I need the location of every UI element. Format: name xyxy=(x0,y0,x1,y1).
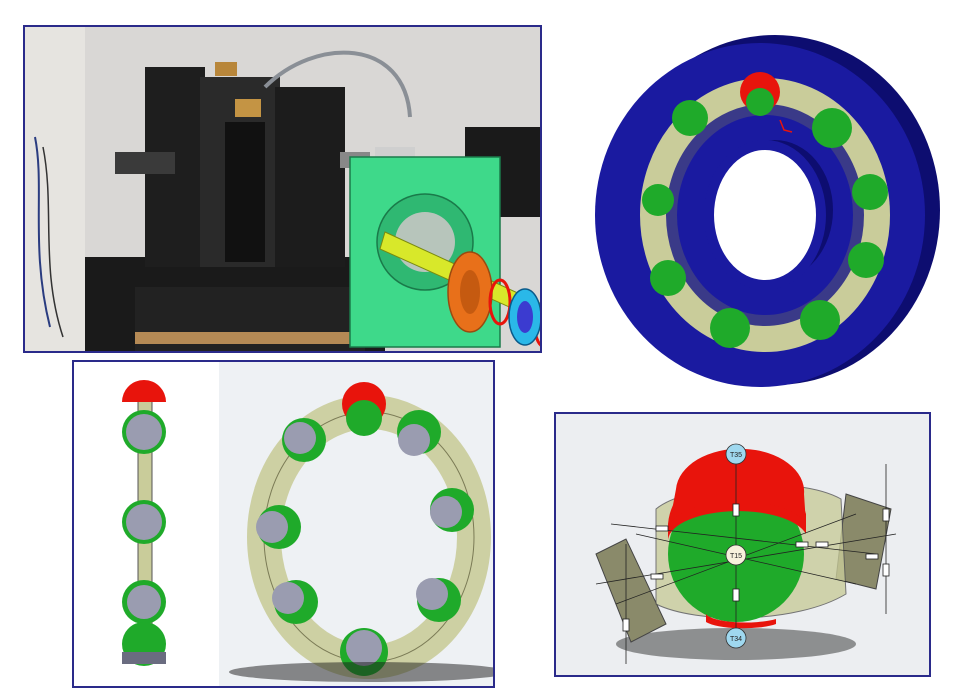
node-t34: T34 xyxy=(725,627,747,649)
bearing-balls xyxy=(642,72,888,348)
svg-text:T15: T15 xyxy=(730,553,742,560)
bearing-3d-model xyxy=(570,20,950,390)
thermal-network-illustration: T35 T15 T34 xyxy=(595,443,897,664)
test-rig-photo xyxy=(23,25,542,353)
thermal-network-diagram: T35 T15 T34 xyxy=(554,412,931,677)
node-t15: T15 xyxy=(725,544,747,566)
cage-views xyxy=(72,360,495,688)
node-t35: T35 xyxy=(725,443,747,465)
cad-housing-overlay xyxy=(349,156,540,348)
test-rig-illustration xyxy=(25,27,540,351)
svg-text:T34: T34 xyxy=(730,636,742,643)
cage-illustration xyxy=(74,362,493,686)
cage-side-view xyxy=(122,380,166,666)
svg-text:T35: T35 xyxy=(730,452,742,459)
bearing-illustration xyxy=(595,35,940,387)
cage-ring-view xyxy=(229,382,493,682)
